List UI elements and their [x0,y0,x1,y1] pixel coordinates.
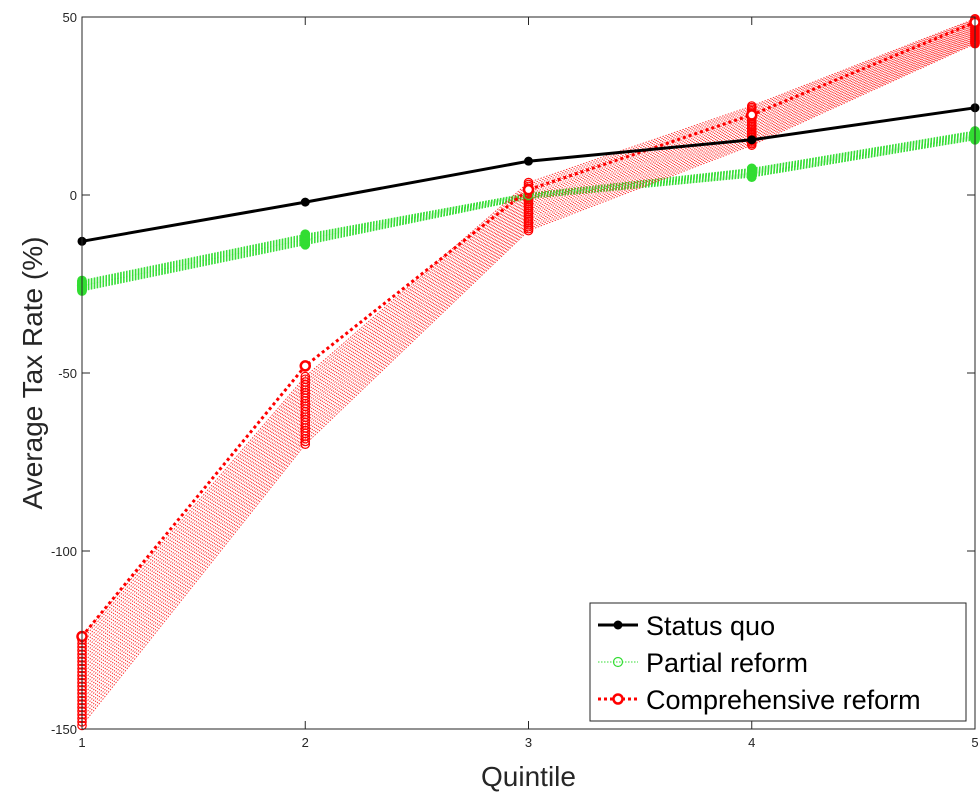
data-point [747,135,757,145]
y-tick-label: -150 [51,722,77,737]
band-marker [300,371,311,382]
legend-item-1: Partial reform [598,648,808,678]
band-line [81,23,976,655]
legend-label: Partial reform [646,648,808,678]
band-2 [77,13,980,731]
x-tick-label: 5 [971,735,978,750]
tick-labels: 1 2 3 4 5 -150 -100 -50 0 50 [51,10,979,750]
series-layer [76,13,980,731]
x-tick-label: 1 [78,735,85,750]
y-tick-label: -100 [51,544,77,559]
band-line [81,36,976,701]
data-point [299,360,311,372]
legend-marker [613,620,623,630]
x-axis-title: Quintile [481,761,576,792]
band-marker [300,377,311,387]
legend-marker [612,693,624,705]
legend-label: Comprehensive reform [646,685,921,715]
legend-marker [612,656,624,668]
data-point [746,168,757,179]
band-line [81,26,976,666]
data-point [524,156,533,166]
band-line [81,33,976,691]
band-line [81,25,976,662]
legend-label: Status quo [646,611,775,641]
band-line [81,38,976,708]
y-tick-label: 0 [70,188,77,203]
data-point [522,183,535,196]
band-marker [300,374,311,385]
band-line [81,31,976,683]
data-point [300,234,311,245]
band-marker [746,163,757,174]
legend-box [589,602,967,722]
data-point [300,197,310,207]
y-axis-title: Average Tax Rate (%) [17,237,48,510]
band-line [81,18,976,637]
legend: Status quo Partial reform Comprehensive re… [589,602,967,722]
data-point [746,109,758,121]
y-tick-label: -50 [58,366,77,381]
x-tick-label: 2 [302,735,309,750]
x-tick-label: 4 [748,735,755,750]
y-tick-label: 50 [63,10,77,25]
band-line [81,20,976,644]
band-line [81,41,976,719]
band-marker [300,229,311,239]
band-line [81,21,976,648]
legend-item-2: Comprehensive reform [598,685,921,715]
x-tick-label: 3 [525,735,532,750]
legend-item-0: Status quo [598,611,775,641]
